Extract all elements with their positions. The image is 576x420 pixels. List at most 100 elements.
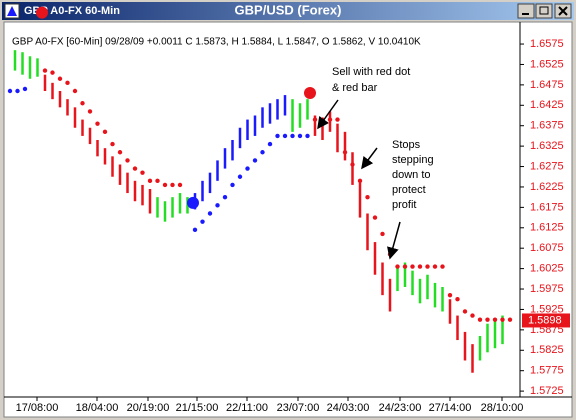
- stop-dot: [162, 182, 168, 188]
- stop-dot: [245, 166, 250, 171]
- stop-dot: [395, 264, 400, 269]
- stop-dot: [372, 215, 378, 220]
- x-tick-label: 28/10:00: [481, 402, 524, 414]
- last-price-box: [522, 313, 570, 328]
- x-tick-label: 27/14:00: [429, 402, 472, 414]
- stop-dot: [297, 133, 303, 139]
- x-tick-label: 24/03:00: [327, 402, 370, 414]
- stop-dot: [125, 158, 130, 163]
- y-tick-label: 1.5725: [530, 385, 564, 397]
- annotation-arrow: [387, 221, 401, 260]
- stop-dot: [290, 133, 295, 139]
- stop-dot: [65, 80, 70, 86]
- signal-dot: [187, 196, 199, 209]
- signal-dot: [304, 87, 316, 100]
- stop-dot: [335, 117, 340, 122]
- maximize-button[interactable]: [535, 3, 553, 19]
- stop-dot: [260, 150, 265, 155]
- stop-dot: [50, 70, 55, 75]
- stop-dot: [275, 133, 280, 139]
- stop-dot: [80, 101, 85, 106]
- x-tick-label: 24/23:00: [379, 402, 422, 414]
- stop-dot: [57, 76, 63, 81]
- x-tick-label: 21/15:00: [176, 402, 219, 414]
- stop-dot: [282, 133, 288, 139]
- stop-dot: [425, 264, 430, 269]
- close-glyph: [558, 6, 568, 16]
- stop-dot: [267, 141, 273, 147]
- annotation-text: Stops: [392, 139, 421, 151]
- signal-dot: [36, 6, 48, 19]
- y-tick-label: 1.5925: [530, 303, 564, 315]
- stop-dot: [447, 292, 453, 298]
- stop-dot: [132, 166, 138, 171]
- stop-dot: [440, 264, 445, 269]
- stop-dot: [507, 317, 513, 322]
- minimize-button[interactable]: [517, 3, 535, 19]
- y-tick-label: 1.6175: [530, 201, 564, 213]
- y-tick-label: 1.6275: [530, 160, 564, 172]
- x-tick-label: 23/07:00: [277, 402, 320, 414]
- annotation-text: profit: [392, 199, 416, 211]
- y-tick-label: 1.6575: [530, 38, 564, 50]
- stop-dot: [485, 317, 490, 322]
- annotation-text: protect: [392, 184, 426, 196]
- stop-dot: [305, 133, 310, 139]
- y-tick-label: 1.5975: [530, 283, 564, 295]
- stop-dot: [492, 317, 498, 322]
- stop-dot: [410, 264, 415, 269]
- y-tick-label: 1.6125: [530, 222, 564, 234]
- stop-dot: [140, 170, 145, 175]
- y-tick-label: 1.6525: [530, 58, 564, 70]
- annotation-text: down to: [392, 169, 431, 181]
- stop-dot: [402, 264, 408, 269]
- stop-dot: [200, 219, 205, 224]
- stop-dot: [312, 117, 318, 122]
- stop-dot: [192, 227, 198, 233]
- stop-dot: [110, 141, 115, 147]
- stop-dot: [42, 68, 48, 73]
- stop-dot: [7, 88, 13, 94]
- stop-dot: [477, 317, 483, 322]
- annotation-text: stepping: [392, 154, 434, 166]
- info-line: GBP A0-FX [60-Min] 09/28/09 +0.0011 C 1.…: [12, 37, 421, 48]
- stop-dot: [342, 150, 348, 155]
- stop-dot: [177, 182, 183, 188]
- stop-dot: [87, 109, 93, 114]
- stop-dot: [207, 211, 213, 216]
- x-tick-label: 20/19:00: [127, 402, 170, 414]
- chart-title: GBP/USD (Forex): [235, 2, 342, 17]
- stop-dot: [365, 194, 370, 200]
- stop-dot: [95, 121, 100, 126]
- stop-dot: [252, 158, 258, 163]
- stop-dot: [455, 297, 460, 302]
- annotation-text: & red bar: [332, 82, 378, 94]
- stop-dot: [500, 317, 505, 322]
- y-tick-label: 1.6325: [530, 140, 564, 152]
- y-tick-label: 1.6475: [530, 79, 564, 91]
- stop-dot: [222, 194, 228, 200]
- stop-dot: [462, 309, 468, 314]
- stop-dot: [15, 88, 20, 94]
- y-tick-label: 1.5825: [530, 344, 564, 356]
- x-tick-label: 18/04:00: [76, 402, 119, 414]
- stop-dot: [155, 178, 160, 184]
- window-buttons: [517, 3, 572, 19]
- stop-dot: [432, 264, 438, 269]
- y-tick-label: 1.5775: [530, 365, 564, 377]
- annotation-text: Sell with red dot: [332, 66, 410, 78]
- stop-dot: [170, 182, 175, 188]
- last-price-label: 1.5898: [528, 314, 562, 326]
- stop-dot: [357, 178, 363, 184]
- x-tick-label: 22/11:00: [226, 402, 268, 414]
- app-icon-glyph: [7, 6, 17, 16]
- stop-dot: [327, 117, 333, 122]
- chart-panel: [3, 21, 573, 418]
- stop-dot: [22, 86, 28, 92]
- annotation-arrow: [317, 99, 339, 130]
- y-tick-label: 1.6025: [530, 263, 564, 275]
- y-tick-label: 1.6375: [530, 120, 564, 132]
- y-tick-label: 1.6075: [530, 242, 564, 254]
- title-bar: [2, 2, 574, 20]
- y-tick-label: 1.6425: [530, 99, 564, 111]
